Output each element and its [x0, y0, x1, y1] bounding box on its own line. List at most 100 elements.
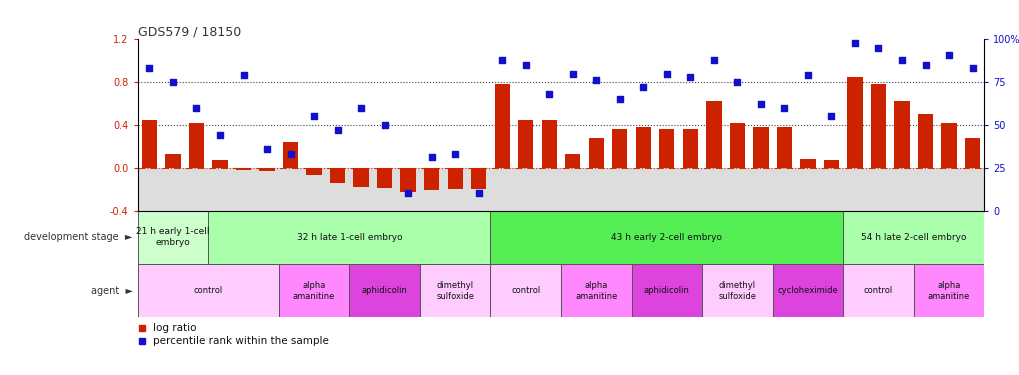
- Point: [423, 154, 439, 160]
- Bar: [165, 154, 180, 168]
- Bar: [658, 129, 674, 168]
- Bar: [701, 168, 725, 210]
- Point: [165, 79, 181, 85]
- Point: [493, 57, 510, 63]
- Bar: [424, 168, 439, 190]
- Text: control: control: [511, 286, 540, 295]
- Point: [517, 62, 533, 68]
- Text: 32 h late 1-cell embryo: 32 h late 1-cell embryo: [297, 233, 401, 242]
- Bar: [682, 129, 697, 168]
- Bar: [748, 168, 772, 210]
- Bar: [960, 168, 983, 210]
- Bar: [443, 168, 467, 210]
- Point: [212, 132, 228, 138]
- Point: [189, 105, 205, 111]
- Bar: [890, 168, 913, 210]
- Bar: [560, 264, 631, 318]
- Bar: [541, 120, 556, 168]
- Bar: [138, 210, 208, 264]
- Bar: [354, 168, 369, 187]
- Bar: [843, 210, 983, 264]
- Text: aphidicolin: aphidicolin: [643, 286, 689, 295]
- Bar: [235, 168, 251, 170]
- Bar: [843, 168, 866, 210]
- Bar: [635, 127, 650, 168]
- Bar: [796, 168, 819, 210]
- Bar: [701, 264, 772, 318]
- Point: [729, 79, 745, 85]
- Bar: [494, 84, 510, 168]
- Text: control: control: [863, 286, 893, 295]
- Bar: [705, 101, 720, 168]
- Bar: [212, 160, 227, 168]
- Bar: [941, 123, 956, 168]
- Bar: [772, 168, 796, 210]
- Text: dimethyl
sulfoxide: dimethyl sulfoxide: [717, 280, 756, 301]
- Bar: [936, 168, 960, 210]
- Bar: [420, 264, 490, 318]
- Bar: [870, 84, 886, 168]
- Text: alpha
amanitine: alpha amanitine: [292, 280, 335, 301]
- Point: [940, 52, 956, 58]
- Point: [799, 72, 815, 78]
- Bar: [161, 168, 184, 210]
- Bar: [917, 114, 932, 168]
- Bar: [518, 120, 533, 168]
- Point: [565, 70, 581, 76]
- Bar: [607, 168, 631, 210]
- Bar: [373, 168, 396, 210]
- Bar: [255, 168, 278, 210]
- Bar: [400, 168, 416, 192]
- Bar: [259, 168, 274, 171]
- Point: [376, 122, 392, 128]
- Point: [329, 127, 345, 133]
- Text: percentile rank within the sample: percentile rank within the sample: [153, 336, 328, 346]
- Bar: [208, 168, 231, 210]
- Point: [916, 62, 932, 68]
- Text: 43 h early 2-cell embryo: 43 h early 2-cell embryo: [610, 233, 721, 242]
- Text: cycloheximide: cycloheximide: [776, 286, 838, 295]
- Bar: [377, 168, 392, 188]
- Point: [306, 113, 322, 119]
- Bar: [678, 168, 701, 210]
- Bar: [537, 168, 560, 210]
- Bar: [306, 168, 321, 175]
- Bar: [189, 123, 204, 168]
- Point: [682, 74, 698, 80]
- Bar: [325, 168, 348, 210]
- Bar: [847, 77, 862, 168]
- Bar: [776, 127, 792, 168]
- Bar: [800, 159, 815, 168]
- Point: [705, 57, 721, 63]
- Bar: [329, 168, 344, 183]
- Bar: [490, 264, 560, 318]
- Bar: [913, 168, 936, 210]
- Point: [846, 40, 862, 46]
- Bar: [396, 168, 420, 210]
- Point: [399, 190, 416, 196]
- Bar: [420, 168, 443, 210]
- Bar: [208, 210, 490, 264]
- Text: alpha
amanitine: alpha amanitine: [927, 280, 969, 301]
- Point: [259, 146, 275, 152]
- Bar: [231, 168, 255, 210]
- Bar: [584, 168, 607, 210]
- Bar: [348, 264, 420, 318]
- Point: [869, 45, 886, 51]
- Text: control: control: [194, 286, 223, 295]
- Text: alpha
amanitine: alpha amanitine: [575, 280, 616, 301]
- Bar: [467, 168, 490, 210]
- Bar: [447, 168, 463, 189]
- Bar: [588, 138, 603, 168]
- Bar: [302, 168, 325, 210]
- Bar: [138, 168, 161, 210]
- Bar: [282, 142, 298, 168]
- Bar: [184, 168, 208, 210]
- Point: [822, 113, 839, 119]
- Point: [470, 190, 486, 196]
- Point: [446, 151, 463, 157]
- Text: development stage  ►: development stage ►: [24, 232, 132, 242]
- Bar: [471, 168, 486, 189]
- Bar: [752, 127, 767, 168]
- Bar: [866, 168, 890, 210]
